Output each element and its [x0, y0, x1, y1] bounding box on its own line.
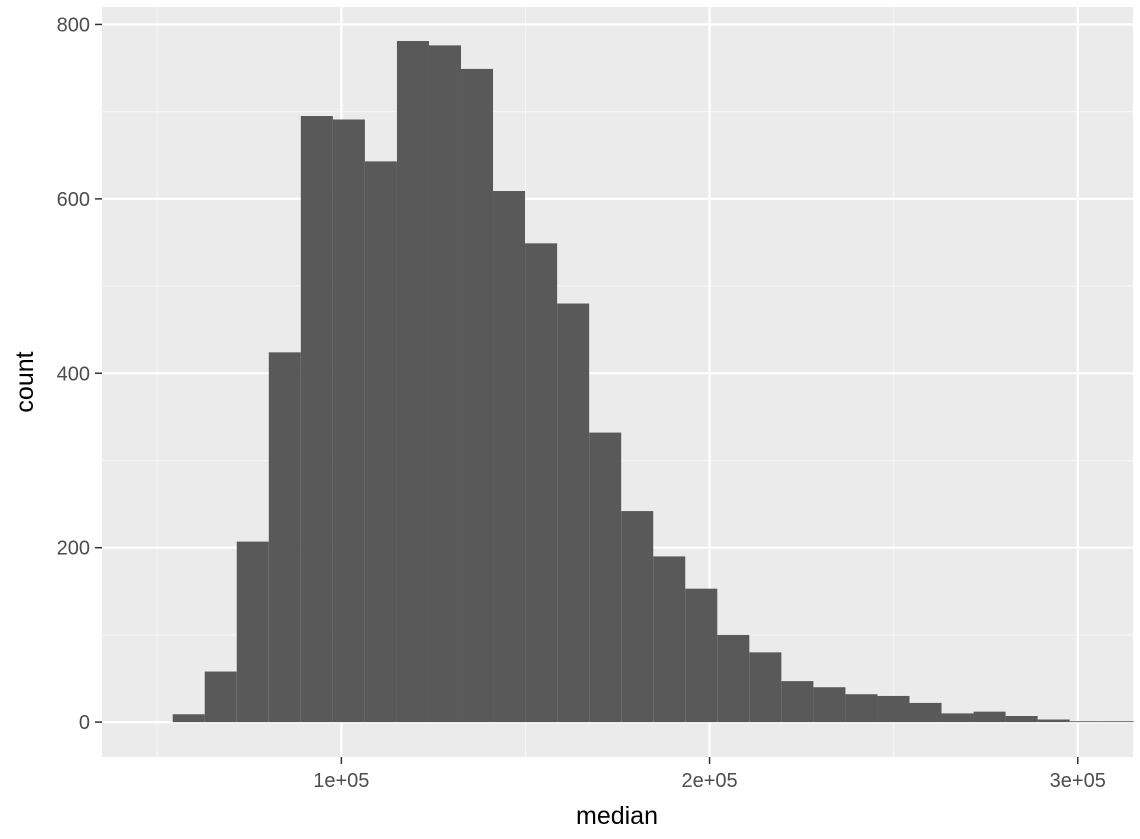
histogram-bar [717, 634, 750, 723]
histogram-bar [941, 713, 974, 723]
x-tick-label: 2e+05 [681, 770, 737, 792]
y-tick-label: 200 [57, 538, 90, 560]
histogram-bar [204, 671, 237, 723]
histogram-bar [557, 303, 590, 723]
histogram-bars [172, 41, 1134, 723]
x-axis: 1e+05 2e+05 3e+05 [313, 757, 1106, 792]
histogram-bar [332, 119, 365, 723]
histogram-bar [428, 45, 462, 723]
y-tick-label: 0 [79, 712, 90, 734]
y-tick-label: 400 [57, 363, 90, 385]
histogram-bar [621, 511, 654, 723]
histogram-bar [1037, 719, 1070, 723]
y-tick-label: 600 [57, 189, 90, 211]
histogram-bar [236, 541, 269, 723]
x-tick-label: 1e+05 [313, 770, 369, 792]
histogram-bar [396, 41, 429, 723]
histogram-bar [749, 652, 782, 723]
histogram-bar [589, 432, 622, 723]
histogram-bar [813, 687, 846, 723]
histogram-bar [1101, 721, 1134, 723]
histogram-bar [300, 116, 333, 723]
y-axis-title: count [11, 351, 39, 412]
histogram-bar [877, 695, 910, 723]
x-tick-label: 3e+05 [1050, 770, 1106, 792]
histogram-bar [653, 556, 686, 723]
y-axis: 0 200 400 600 800 [57, 14, 102, 734]
x-axis-title: median [576, 802, 658, 830]
histogram-bar [781, 681, 814, 723]
histogram-bar [268, 352, 301, 723]
histogram-bar [909, 702, 942, 723]
histogram-bar [845, 694, 878, 723]
histogram-bar [1005, 716, 1038, 723]
histogram-bar [493, 191, 526, 723]
histogram-bar [172, 714, 205, 723]
histogram-bar [364, 161, 397, 723]
histogram-bar [1069, 721, 1102, 723]
y-tick-label: 800 [57, 14, 90, 36]
histogram-bar [685, 588, 718, 723]
histogram-bar [461, 68, 494, 723]
histogram-bar [973, 711, 1006, 723]
histogram-bar [525, 243, 558, 723]
